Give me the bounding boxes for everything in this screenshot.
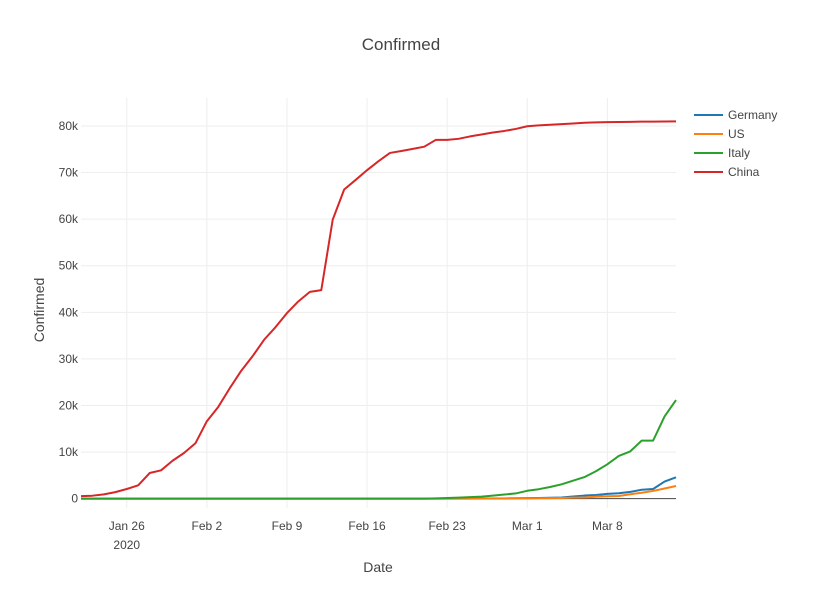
legend-label: Germany (728, 108, 777, 122)
legend-item-italy[interactable]: Italy (694, 146, 750, 160)
series-line-china (80, 120, 677, 498)
legend-item-china[interactable]: China (694, 165, 760, 179)
y-tick-label: 20k (59, 399, 79, 413)
y-tick-label: 50k (59, 259, 79, 273)
x-tick-label: Feb 2 (192, 519, 223, 533)
series-line-germany (81, 476, 677, 500)
x-tick-label: Mar 8 (592, 519, 623, 533)
y-axis-ticks: 0 10k 20k 30k 40k 50k 60k 70k 80k (59, 119, 79, 506)
legend: Germany US Italy China (694, 108, 777, 179)
x-axis-title: Date (363, 559, 393, 575)
y-tick-label: 10k (59, 445, 79, 459)
x-tick-sublabel: 2020 (113, 538, 140, 552)
y-tick-label: 70k (59, 166, 79, 180)
legend-item-germany[interactable]: Germany (694, 108, 777, 122)
x-tick-label: Feb 16 (348, 519, 386, 533)
y-tick-label: 80k (59, 119, 79, 133)
series-line-italy (81, 399, 677, 500)
y-tick-label: 60k (59, 212, 79, 226)
series-lines (80, 120, 677, 500)
x-axis-ticks: Jan 26 2020 Feb 2 Feb 9 Feb 16 Feb 23 Mar 1 Mar… (109, 519, 623, 552)
series-line-us (81, 485, 677, 500)
legend-label: Italy (728, 146, 750, 160)
legend-label: China (728, 165, 760, 179)
y-tick-label: 0 (71, 492, 78, 506)
x-tick-label: Mar 1 (512, 519, 543, 533)
x-tick-label: Feb 23 (428, 519, 466, 533)
grid (81, 98, 676, 508)
y-axis-title: Confirmed (31, 278, 47, 343)
legend-item-us[interactable]: US (694, 127, 745, 141)
y-tick-label: 30k (59, 352, 79, 366)
y-tick-label: 40k (59, 305, 79, 319)
x-tick-label: Jan 26 (109, 519, 145, 533)
chart-title: Confirmed (362, 35, 440, 54)
legend-label: US (728, 127, 745, 141)
x-tick-label: Feb 9 (272, 519, 303, 533)
